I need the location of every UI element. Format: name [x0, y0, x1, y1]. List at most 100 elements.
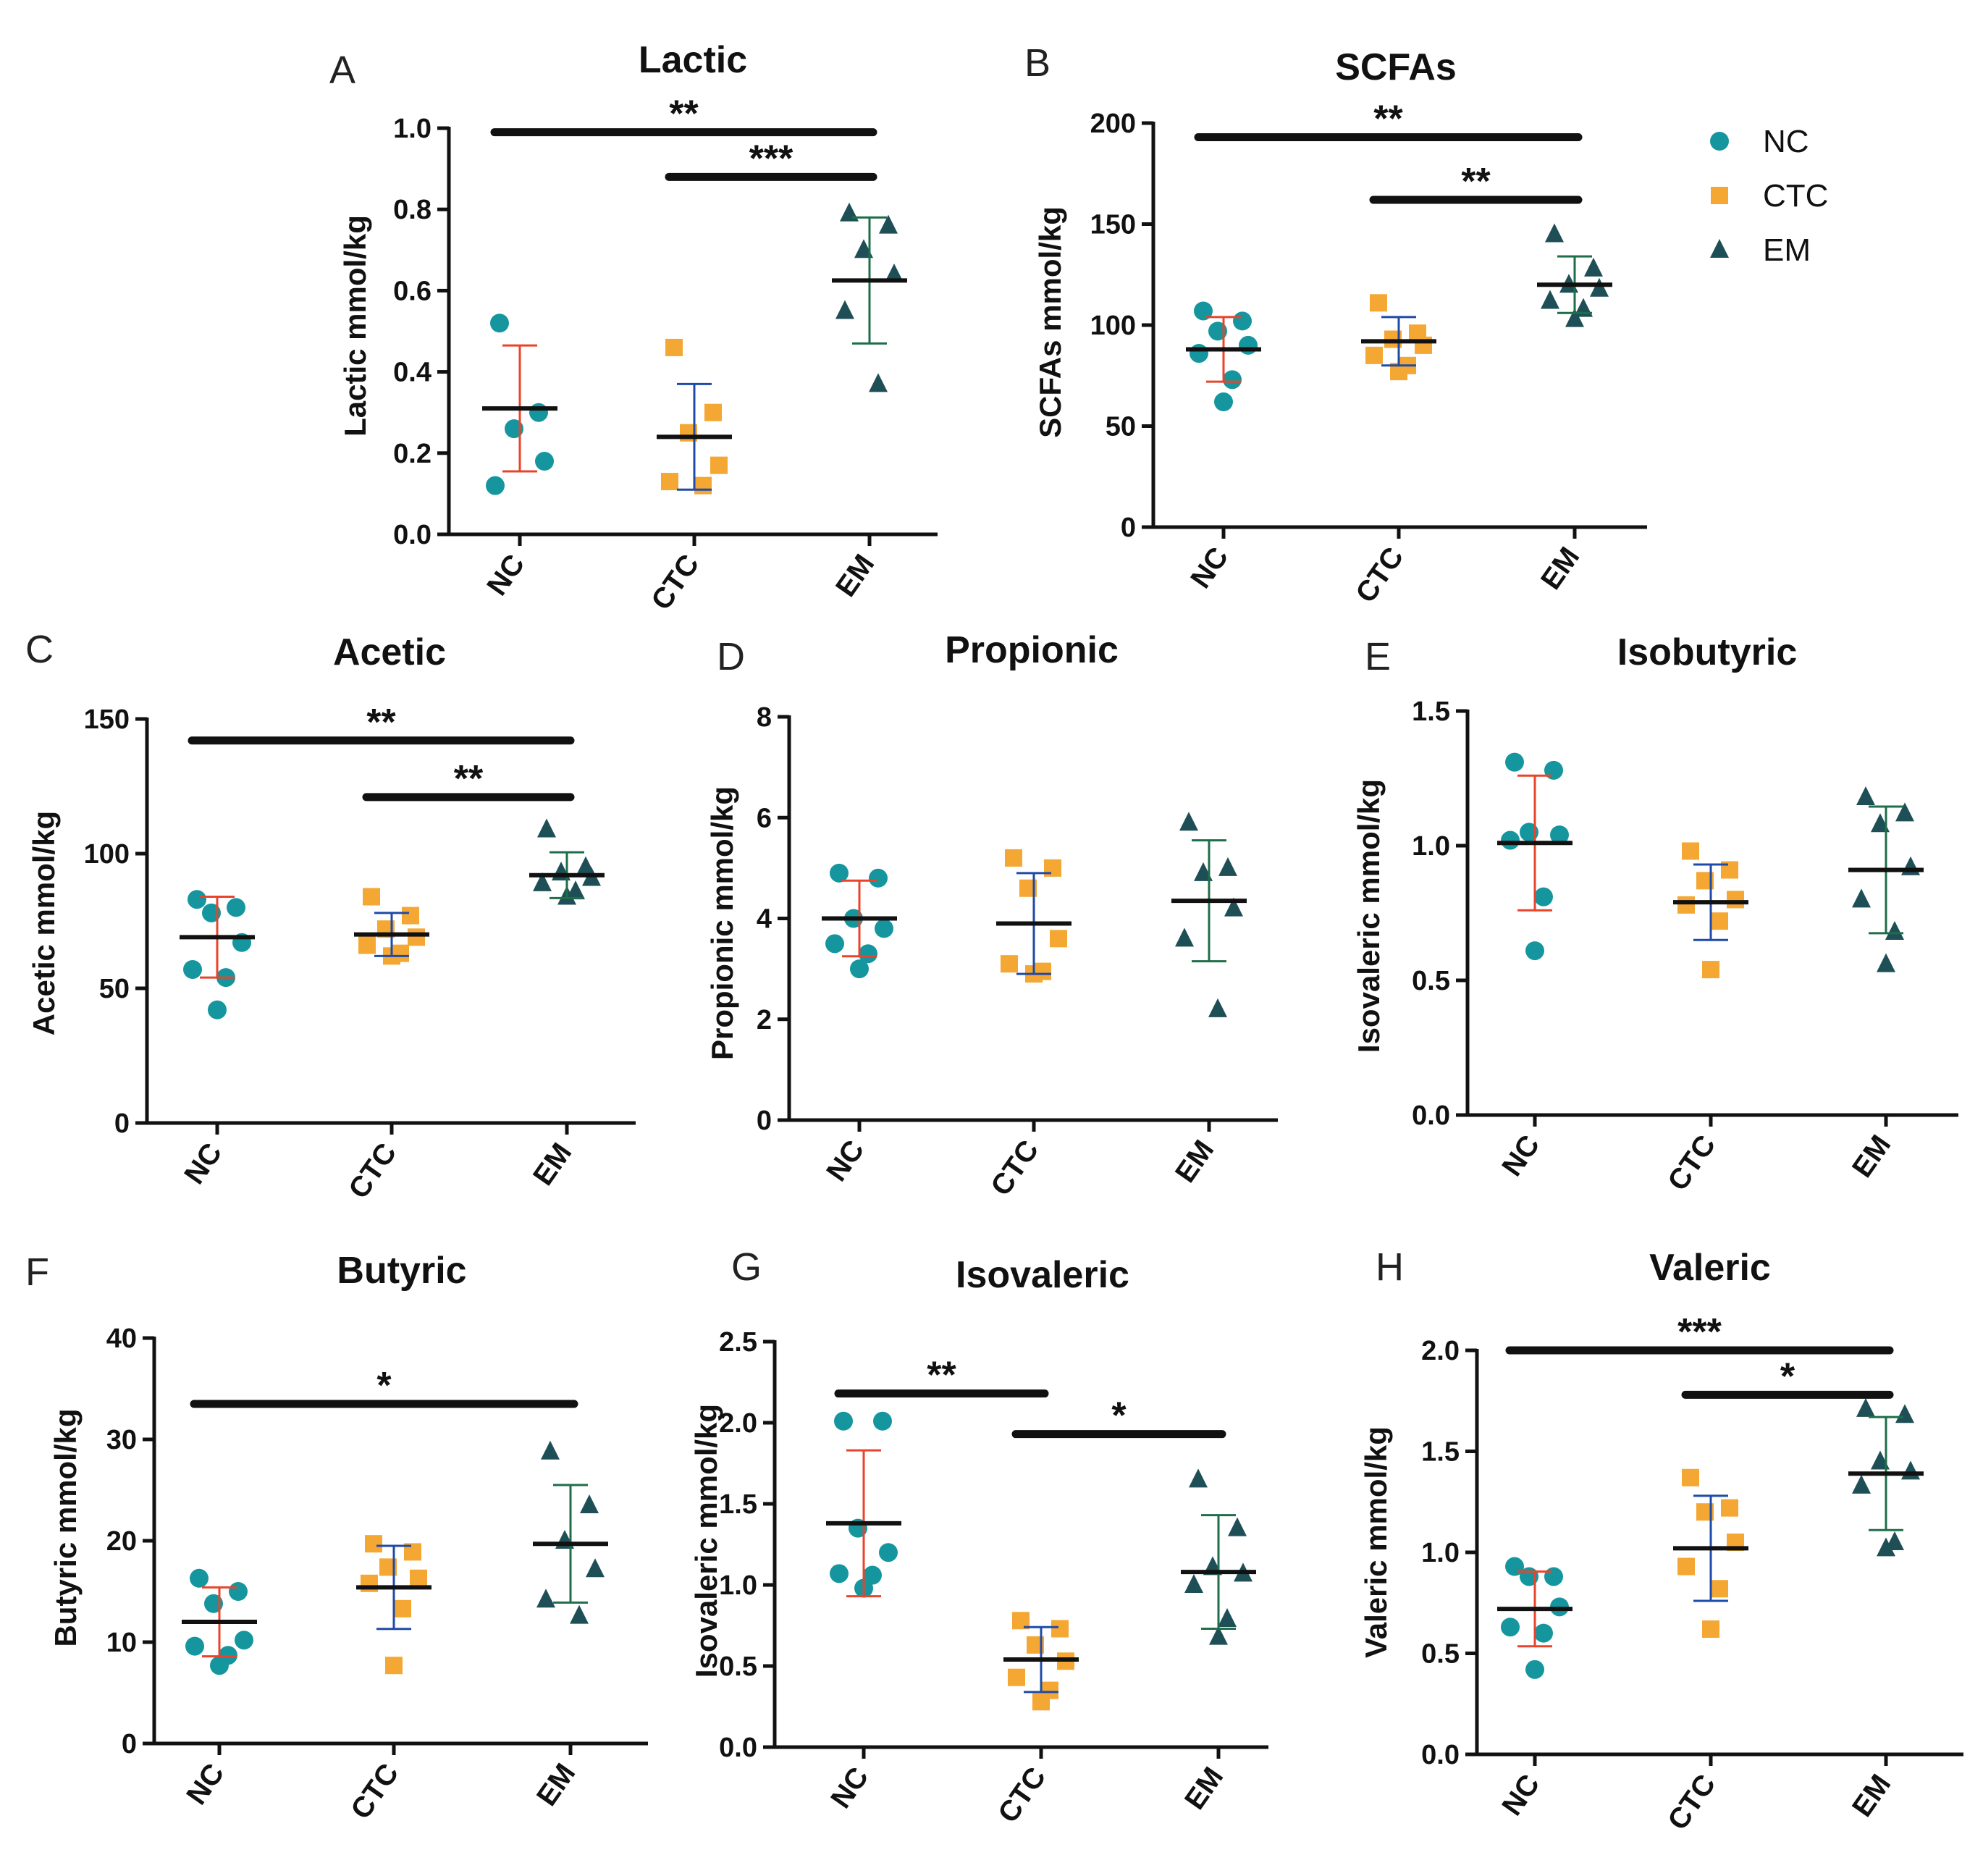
series-ctc — [1003, 1612, 1079, 1711]
series-ctc — [1673, 842, 1748, 979]
legend: NC CTC EM — [1710, 124, 1828, 268]
data-point — [1895, 1404, 1914, 1423]
y-axis-label: Butyric mmol/kg — [49, 1408, 83, 1646]
y-tick-label: 0.2 — [393, 439, 431, 469]
data-point — [1885, 921, 1904, 941]
data-point — [402, 907, 419, 925]
data-point — [358, 936, 376, 954]
legend-label-ctc: CTC — [1763, 178, 1828, 214]
y-tick-label: 2.0 — [1421, 1336, 1460, 1366]
x-tick-label: EM — [1169, 1135, 1220, 1188]
data-point — [1218, 857, 1237, 876]
series-ctc — [1361, 294, 1436, 381]
data-point — [830, 1564, 849, 1583]
data-point — [1190, 344, 1208, 363]
y-tick-label: 100 — [84, 839, 130, 870]
chart-panel-e: E Isobutyric Isovaleric mmol/kg 0.0 0.5 1.0 1.… — [1352, 631, 1958, 1197]
data-point — [1501, 830, 1520, 850]
y-tick-label: 150 — [84, 704, 130, 735]
y-tick-label: 0 — [114, 1109, 130, 1139]
chart-panel-a: A Lactic Lactic mmol/kg 0.0 0.2 0.4 0.6 0.8 1.0 N… — [329, 39, 938, 616]
data-point — [1239, 335, 1258, 355]
y-tick-label: 150 — [1090, 210, 1136, 240]
legend-label-em: EM — [1763, 232, 1811, 268]
series-nc — [1497, 1557, 1572, 1679]
chart-panel-h: H Valeric Valeric mmol/kg 0.0 0.5 1.0 1.5 2.0 NC… — [1359, 1245, 1963, 1836]
data-point — [1727, 891, 1744, 909]
data-point — [208, 1000, 227, 1019]
y-tick-label: 0 — [1121, 513, 1136, 543]
x-tick-label: NC — [1184, 542, 1234, 594]
y-tick-label: 50 — [99, 974, 130, 1004]
data-point — [410, 1569, 427, 1587]
y-tick-label: 0.0 — [719, 1733, 757, 1763]
data-point — [879, 1543, 898, 1562]
data-point — [1901, 1460, 1920, 1480]
data-point — [1214, 392, 1233, 412]
series-em — [1181, 1468, 1256, 1645]
y-tick-label: 0.8 — [393, 195, 431, 225]
chart-title: Valeric — [1649, 1247, 1771, 1289]
data-point — [1534, 1623, 1553, 1643]
data-point — [535, 452, 554, 471]
data-point — [873, 1411, 892, 1431]
y-axis-label: Acetic mmol/kg — [27, 811, 61, 1035]
y-tick-label: 6 — [757, 803, 772, 833]
data-point — [1702, 961, 1719, 979]
data-point — [1682, 1468, 1699, 1486]
data-point — [1228, 1517, 1247, 1536]
series-nc — [1497, 752, 1572, 961]
data-point — [1534, 887, 1553, 907]
series-em — [1171, 812, 1247, 1017]
y-tick-label: 20 — [106, 1526, 137, 1557]
data-point — [1179, 812, 1198, 831]
chart-title: Isobutyric — [1617, 631, 1798, 673]
y-tick-label: 0.5 — [719, 1652, 757, 1682]
y-tick-label: 40 — [106, 1324, 137, 1354]
data-point — [1856, 786, 1875, 806]
y-tick-label: 0.5 — [1421, 1639, 1460, 1670]
data-point — [710, 456, 728, 474]
data-point — [580, 1494, 599, 1513]
y-tick-label: 50 — [1106, 412, 1136, 442]
data-point — [1590, 277, 1609, 297]
series-ctc — [356, 1535, 431, 1675]
x-tick-label: CTC — [1662, 1130, 1722, 1197]
data-point — [1005, 849, 1022, 867]
chart-panel-g: G Isovaleric Isovaleric mmol/kg 0.0 0.5 1.0 1.… — [689, 1245, 1268, 1829]
data-point — [1501, 1618, 1520, 1637]
data-point — [1051, 1620, 1069, 1638]
data-point — [1702, 1620, 1719, 1639]
x-tick-label: NC — [820, 1135, 870, 1187]
data-point — [227, 898, 245, 917]
y-tick-label: 2.5 — [719, 1327, 757, 1358]
data-point — [1370, 294, 1387, 312]
x-tick-label: EM — [531, 1758, 581, 1812]
legend-label-nc: NC — [1763, 124, 1809, 159]
data-point — [1189, 1468, 1208, 1488]
data-point — [1184, 1574, 1203, 1593]
significance-label: ** — [454, 758, 484, 800]
panel-letter: F — [25, 1250, 49, 1294]
chart-title: Lactic — [639, 39, 747, 81]
data-point — [1541, 290, 1559, 309]
y-tick-label: 2 — [757, 1005, 772, 1035]
y-axis-label: SCFAs mmol/kg — [1033, 206, 1067, 438]
x-tick-label: EM — [1846, 1130, 1897, 1183]
series-nc — [482, 314, 557, 495]
series-ctc — [354, 888, 429, 965]
chart-title: Isovaleric — [956, 1254, 1129, 1296]
x-tick-label: NC — [1496, 1769, 1546, 1822]
data-point — [1209, 1625, 1228, 1645]
y-axis-label: Lactic mmol/kg — [338, 215, 372, 437]
panel-letter: H — [1376, 1245, 1404, 1289]
data-point — [875, 919, 893, 938]
chart-title: Acetic — [333, 631, 446, 673]
panel-letter: G — [731, 1245, 762, 1289]
data-point — [835, 300, 854, 319]
data-point — [385, 1657, 403, 1675]
legend-marker-nc — [1710, 132, 1729, 151]
data-point — [1505, 752, 1524, 772]
data-point — [1895, 802, 1914, 822]
